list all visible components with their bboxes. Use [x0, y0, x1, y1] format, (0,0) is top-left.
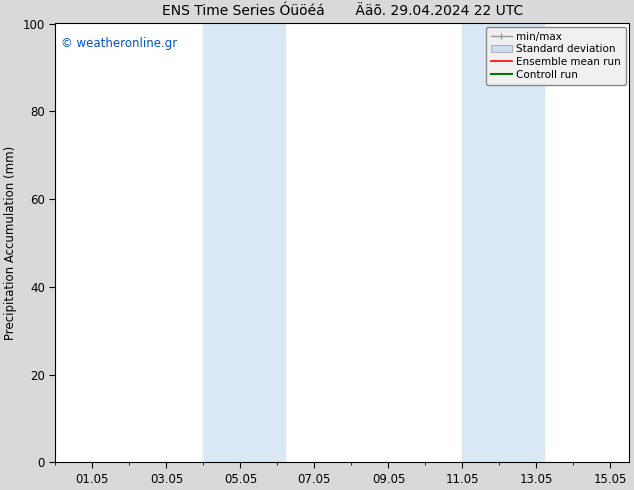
- Title: ENS Time Series Óüöéá       Ääõ. 29.04.2024 22 UTC: ENS Time Series Óüöéá Ääõ. 29.04.2024 22…: [162, 4, 523, 18]
- Text: © weatheronline.gr: © weatheronline.gr: [61, 37, 178, 49]
- Bar: [462, 24, 544, 463]
- Y-axis label: Precipitation Accumulation (mm): Precipitation Accumulation (mm): [4, 146, 17, 340]
- Legend: min/max, Standard deviation, Ensemble mean run, Controll run: min/max, Standard deviation, Ensemble me…: [486, 26, 626, 85]
- Bar: [204, 24, 285, 463]
